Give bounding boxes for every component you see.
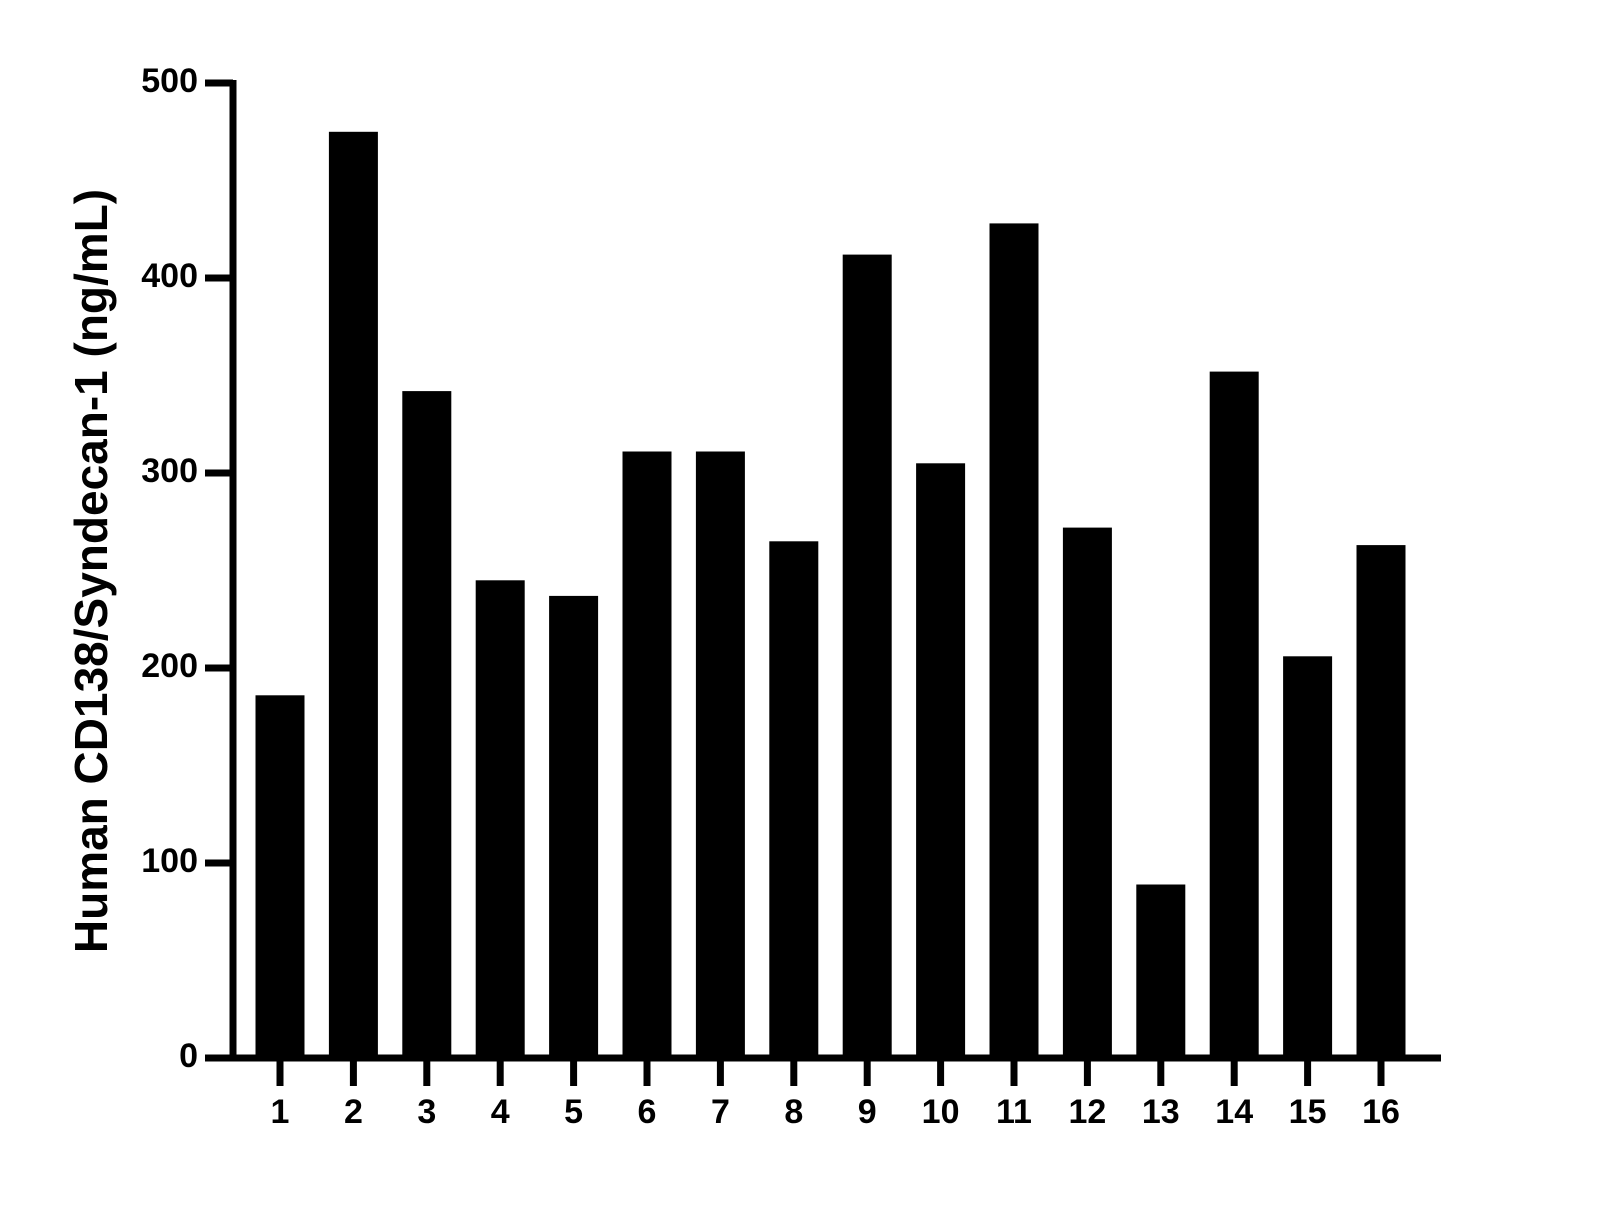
x-tick-label-9: 9 — [858, 1093, 877, 1131]
y-tick-label-0: 0 — [179, 1037, 198, 1075]
y-tick-label-100: 100 — [141, 842, 198, 880]
axes-group — [229, 80, 1441, 1062]
x-tick-label-11: 11 — [996, 1093, 1032, 1131]
bar-15 — [1283, 656, 1333, 1058]
x-tick-label-10: 10 — [922, 1093, 960, 1131]
x-tick-label-4: 4 — [491, 1093, 510, 1131]
y-ticks-group: 0 100 200 300 400 500 — [141, 62, 233, 1075]
bar-14 — [1209, 371, 1259, 1059]
bars-group — [255, 131, 1406, 1059]
x-tick-label-3: 3 — [417, 1093, 436, 1131]
x-tick-label-16: 16 — [1362, 1093, 1400, 1131]
x-tick-label-6: 6 — [638, 1093, 657, 1131]
bar-10 — [916, 463, 966, 1059]
y-tick-label-200: 200 — [141, 647, 198, 685]
y-tick-label-500: 500 — [141, 62, 198, 100]
bar-3 — [402, 391, 452, 1059]
bar-6 — [622, 451, 672, 1058]
y-axis-title: Human CD138/Syndecan-1 (ng/mL) — [65, 189, 117, 953]
x-tick-label-14: 14 — [1215, 1093, 1253, 1131]
bar-2 — [328, 131, 378, 1059]
bar-13 — [1136, 884, 1186, 1058]
x-ticks-group: 1 2 3 4 5 6 7 8 9 10 11 12 13 14 15 16 — [271, 1058, 1400, 1131]
x-tick-label-12: 12 — [1068, 1093, 1106, 1131]
bar-1 — [255, 695, 305, 1058]
bar-12 — [1062, 527, 1112, 1058]
bar-9 — [842, 254, 892, 1059]
x-tick-label-1: 1 — [271, 1093, 290, 1131]
x-tick-label-13: 13 — [1142, 1093, 1180, 1131]
bar-7 — [695, 451, 745, 1058]
x-tick-label-15: 15 — [1289, 1093, 1327, 1131]
x-tick-label-2: 2 — [344, 1093, 363, 1131]
y-tick-label-400: 400 — [141, 257, 198, 295]
y-tick-label-300: 300 — [141, 452, 198, 490]
x-tick-label-8: 8 — [784, 1093, 803, 1131]
bar-5 — [549, 595, 599, 1058]
bar-4 — [475, 580, 525, 1059]
x-tick-label-7: 7 — [711, 1093, 730, 1131]
x-tick-label-5: 5 — [564, 1093, 583, 1131]
bar-8 — [769, 541, 819, 1059]
bar-16 — [1356, 545, 1406, 1058]
bar-11 — [989, 223, 1039, 1058]
